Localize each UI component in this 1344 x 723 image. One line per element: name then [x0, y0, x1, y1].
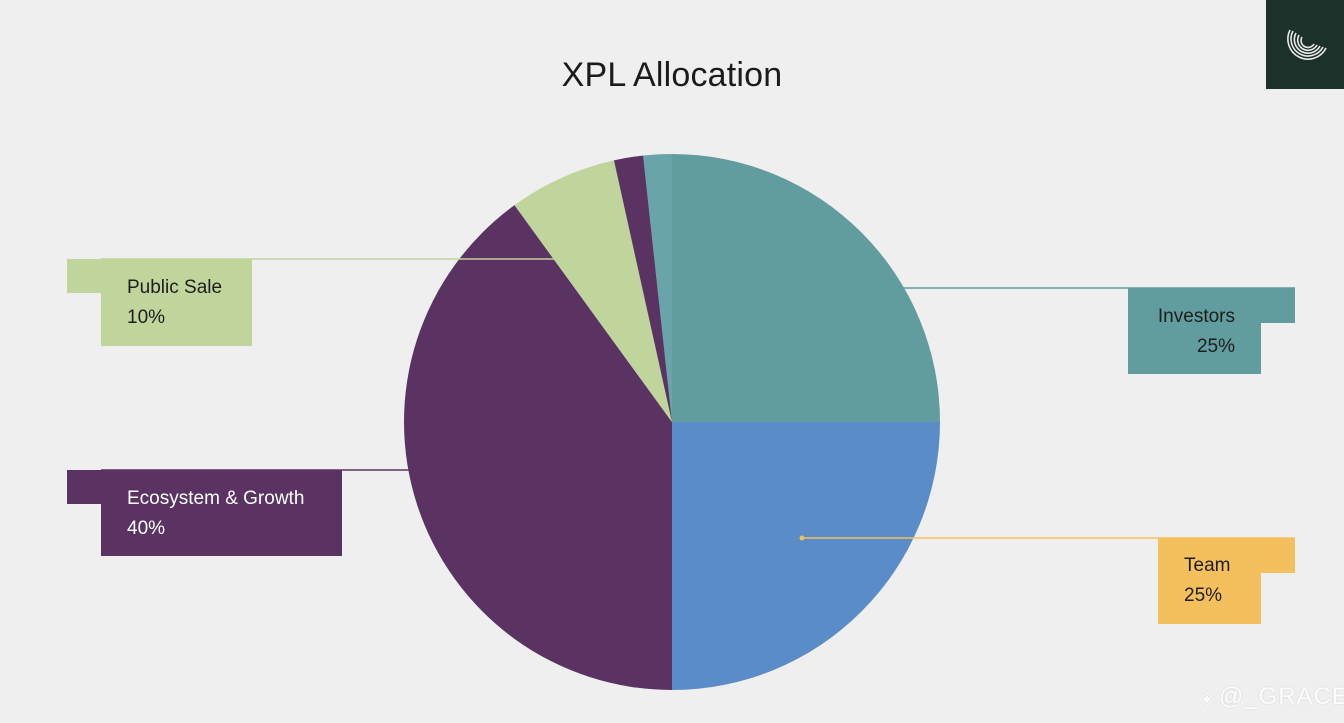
watermark: ◈ @_GRACE	[1200, 683, 1344, 711]
pie-slice-accent-purple	[613, 155, 672, 422]
pie-slice-accent-teal	[643, 154, 672, 422]
callout-label-team: Team 25%	[1184, 551, 1230, 611]
slice-percent: 10%	[127, 307, 166, 328]
callout-tab-investors	[1261, 288, 1295, 323]
callout-box-team	[1158, 538, 1261, 624]
callout-tab-team	[1261, 538, 1295, 573]
slice-label: Public Sale	[127, 277, 223, 298]
pie-slice-team	[672, 422, 940, 690]
callout-label-investors: Investors 25%	[1128, 302, 1235, 362]
slice-label: Team	[1184, 555, 1231, 576]
callouts	[67, 258, 1295, 624]
callout-label-ecosystem-growth: Ecosystem & Growth 40%	[127, 484, 304, 544]
leader-dot-team	[799, 535, 805, 541]
callout-tab-ecosystem-growth	[67, 470, 101, 504]
watermark-text: @_GRACE	[1218, 683, 1344, 710]
binance-diamond-icon: ◈	[1200, 688, 1215, 708]
pie-slice-ecosystem-growth	[404, 205, 672, 690]
slice-label: Investors	[1157, 306, 1235, 327]
callout-box-public-sale	[101, 259, 252, 346]
chart-title: XPL Allocation	[561, 56, 783, 94]
pie-slices	[404, 154, 940, 690]
brand-logo	[1266, 0, 1344, 89]
slice-percent: 25%	[1196, 336, 1235, 357]
callout-label-public-sale: Public Sale 10%	[127, 273, 222, 333]
callout-box-investors	[1128, 288, 1261, 374]
slice-label: Ecosystem & Growth	[127, 488, 305, 509]
brand-logo-icon	[1287, 29, 1327, 60]
callout-tab-public-sale	[67, 259, 101, 293]
slice-percent: 40%	[127, 518, 166, 539]
callout-box-ecosystem-growth	[101, 470, 342, 556]
slice-percent: 25%	[1184, 585, 1223, 606]
